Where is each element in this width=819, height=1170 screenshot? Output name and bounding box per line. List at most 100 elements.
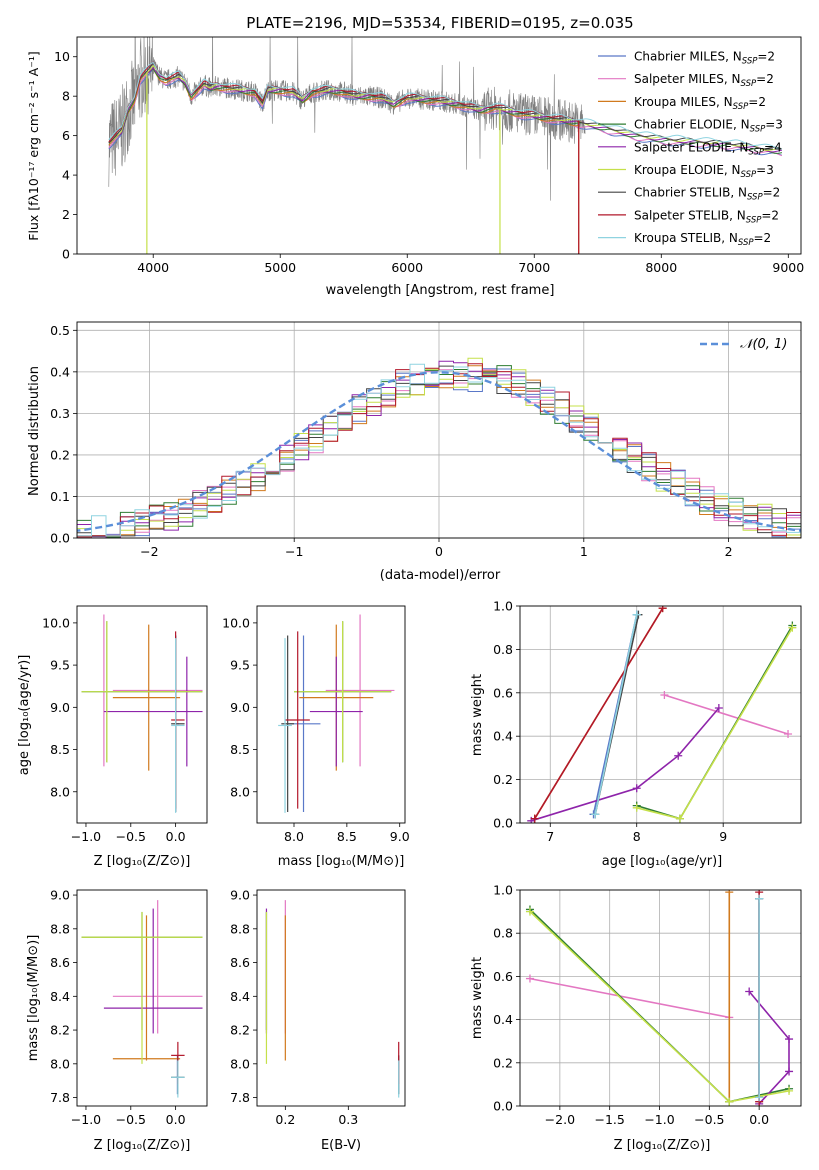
legend-entry: Salpeter STELIB, NSSP=2 xyxy=(634,208,779,225)
y-tick-label: 8.0 xyxy=(230,1056,250,1071)
y-tick-label: 7.8 xyxy=(230,1090,250,1105)
weight-line xyxy=(534,607,664,820)
mass-age-xlabel: mass [log₁₀(M/M⊙)] xyxy=(278,854,405,869)
weight-line xyxy=(636,627,794,820)
residual-hist-kroupa-stelib xyxy=(77,363,801,537)
residual-hist-kroupa-miles xyxy=(77,365,801,538)
y-tick-label: 9.0 xyxy=(230,888,250,903)
y-tick-label: 8.8 xyxy=(230,921,250,936)
x-tick-label: 0 xyxy=(435,544,443,559)
y-tick-label: 0 xyxy=(62,247,70,262)
spectrum-title: PLATE=2196, MJD=53534, FIBERID=0195, z=0… xyxy=(246,14,633,32)
y-tick-label: 9.5 xyxy=(50,658,70,673)
weight-line xyxy=(594,614,638,815)
x-tick-label: 5000 xyxy=(264,260,296,275)
x-tick-label: 9.0 xyxy=(390,829,410,844)
x-tick-label: 0.3 xyxy=(338,1112,358,1127)
legend-entry: Chabrier MILES, NSSP=2 xyxy=(634,50,775,67)
residual-panel: (data-model)/error Normed distribution 𝒩… xyxy=(27,337,787,583)
weight-line xyxy=(748,990,790,1105)
mass-age-axes: 8.0 8.5 9.0 8.0 8.5 9.0 9.5 10.0 xyxy=(222,615,410,844)
age-weight-frame xyxy=(519,605,802,824)
z-mass-panel: Z [log₁₀(Z/Z⊙)] mass [log₁₀(M/M⊙)] xyxy=(26,935,190,1153)
weight-marker xyxy=(525,974,534,983)
y-tick-label: 0.1 xyxy=(50,489,70,504)
weight-marker xyxy=(660,690,669,699)
z-weight-frame xyxy=(519,889,802,1107)
legend-entry: Chabrier ELODIE, NSSP=3 xyxy=(634,118,783,135)
spectrum-panel: PLATE=2196, MJD=53534, FIBERID=0195, z=0… xyxy=(26,14,634,298)
normal-legend-label: 𝒩(0, 1) xyxy=(740,337,787,352)
z-weight-xlabel: Z [log₁₀(Z/Z⊙)] xyxy=(614,1138,711,1153)
y-tick-label: 9.0 xyxy=(50,888,70,903)
legend-entry: Salpeter MILES, NSSP=2 xyxy=(634,72,774,89)
age-weight-plot-area xyxy=(527,606,797,823)
spectrum-plot-area xyxy=(108,37,783,254)
residual-hist-salpeter-elodie xyxy=(77,360,801,538)
y-tick-label: 1.0 xyxy=(493,599,513,614)
x-tick-label: 7000 xyxy=(518,260,550,275)
spectrum-axes: 4000 5000 6000 7000 8000 9000 0 2 4 6 8 10 xyxy=(54,49,804,275)
weight-line xyxy=(529,977,730,1019)
weight-marker xyxy=(785,1067,794,1076)
z-age-panel: Z [log₁₀(Z/Z⊙)] age [log₁₀(age/yr)] xyxy=(17,655,190,869)
weight-marker xyxy=(591,810,600,819)
z-age-ylabel: age [log₁₀(age/yr)] xyxy=(17,655,32,776)
y-tick-label: 0.0 xyxy=(50,531,70,546)
age-weight-ylabel: mass weight xyxy=(470,674,485,756)
weight-marker xyxy=(632,610,641,619)
weight-line xyxy=(664,694,789,735)
weight-marker xyxy=(785,1086,794,1095)
y-tick-label: 10.0 xyxy=(222,615,250,630)
y-tick-label: 0.6 xyxy=(493,685,513,700)
y-tick-label: 0.4 xyxy=(50,364,70,379)
weight-marker xyxy=(725,1097,734,1106)
weight-marker xyxy=(658,606,667,613)
z-age-plot-area xyxy=(81,614,203,813)
y-tick-label: 8 xyxy=(62,89,70,104)
weight-marker xyxy=(755,1093,764,1102)
mass-age-panel: mass [log₁₀(M/M⊙)] xyxy=(278,854,405,869)
x-tick-label: −2 xyxy=(140,544,158,559)
x-tick-label: 8.0 xyxy=(284,829,304,844)
x-tick-label: −1.0 xyxy=(71,829,101,844)
x-tick-label: 0.0 xyxy=(166,1112,186,1127)
x-tick-label: −1.0 xyxy=(71,1112,101,1127)
y-tick-label: 4 xyxy=(62,168,70,183)
x-tick-label: −1.0 xyxy=(644,1112,674,1127)
y-tick-label: 8.4 xyxy=(50,989,70,1004)
z-age-axes: −1.0 −0.5 0.0 8.0 8.5 9.0 9.5 10.0 xyxy=(42,615,185,844)
y-tick-label: 0.0 xyxy=(493,816,513,831)
y-tick-label: 0.4 xyxy=(493,729,513,744)
ebv-mass-panel: E(B-V) xyxy=(321,1138,361,1153)
legend-entry: Kroupa MILES, NSSP=2 xyxy=(634,95,766,112)
z-mass-axes: −1.0 −0.5 0.0 7.8 8.0 8.2 8.4 8.6 8.8 9.0 xyxy=(50,888,185,1127)
weight-marker xyxy=(674,751,683,760)
z-age-xlabel: Z [log₁₀(Z/Z⊙)] xyxy=(94,854,191,869)
y-tick-label: 6 xyxy=(62,128,70,143)
y-tick-label: 9.0 xyxy=(50,700,70,715)
spectrum-frame xyxy=(76,36,802,255)
y-tick-label: 8.8 xyxy=(50,921,70,936)
y-tick-label: 8.0 xyxy=(50,784,70,799)
y-tick-label: 8.2 xyxy=(50,1023,70,1038)
z-mass-ylabel: mass [log₁₀(M/M⊙)] xyxy=(26,935,41,1062)
x-tick-label: 9000 xyxy=(772,260,804,275)
y-tick-label: 9.5 xyxy=(230,658,250,673)
weight-marker xyxy=(755,894,764,903)
weight-marker xyxy=(632,803,641,812)
residuals-plot-area xyxy=(77,357,801,538)
weight-marker xyxy=(675,814,684,823)
y-tick-label: 8.4 xyxy=(230,989,250,1004)
x-tick-label: −0.5 xyxy=(694,1112,724,1127)
y-tick-label: 8.5 xyxy=(230,742,250,757)
y-tick-label: 10 xyxy=(54,49,70,64)
x-tick-label: −1 xyxy=(285,544,303,559)
z-age-frame xyxy=(76,605,208,824)
model-spectrum-kroupa-stelib xyxy=(108,61,782,150)
y-tick-label: 0.2 xyxy=(493,1055,513,1070)
x-tick-label: 1 xyxy=(580,544,588,559)
y-tick-label: 0.2 xyxy=(493,772,513,787)
